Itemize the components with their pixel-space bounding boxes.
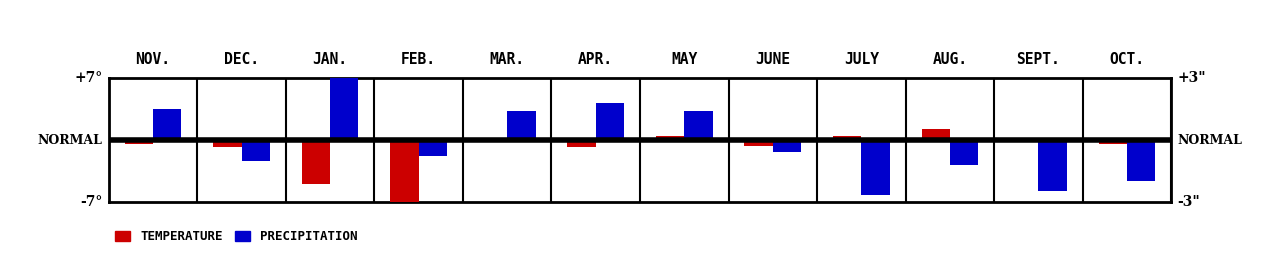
Bar: [595, 103, 625, 140]
Text: APR.: APR.: [579, 52, 613, 67]
Bar: [922, 129, 950, 140]
Text: OCT.: OCT.: [1110, 52, 1144, 67]
Text: JULY: JULY: [844, 52, 879, 67]
Bar: [124, 140, 154, 144]
Bar: [950, 140, 978, 165]
Bar: [507, 111, 535, 140]
Bar: [419, 140, 447, 157]
Text: NORMAL: NORMAL: [37, 134, 102, 146]
Text: -7°: -7°: [81, 195, 102, 209]
Bar: [1126, 140, 1156, 181]
Bar: [330, 78, 358, 140]
Text: JUNE: JUNE: [755, 52, 790, 67]
Text: +7°: +7°: [74, 71, 102, 85]
Text: NORMAL: NORMAL: [1178, 134, 1243, 146]
Text: AUG.: AUG.: [932, 52, 968, 67]
Text: -3": -3": [1178, 195, 1201, 209]
Text: FEB.: FEB.: [401, 52, 436, 67]
Text: +3": +3": [1178, 71, 1206, 85]
Text: MAR.: MAR.: [490, 52, 525, 67]
Text: DEC.: DEC.: [224, 52, 259, 67]
Bar: [567, 140, 595, 147]
Bar: [833, 136, 861, 140]
Bar: [1038, 140, 1066, 191]
Bar: [242, 140, 270, 160]
Text: MAY: MAY: [671, 52, 698, 67]
Bar: [861, 140, 890, 195]
Bar: [154, 109, 182, 140]
Legend: TEMPERATURE, PRECIPITATION: TEMPERATURE, PRECIPITATION: [115, 230, 357, 243]
Text: SEPT.: SEPT.: [1016, 52, 1060, 67]
Bar: [685, 111, 713, 140]
Text: JAN.: JAN.: [312, 52, 348, 67]
Bar: [655, 136, 685, 140]
Bar: [302, 140, 330, 184]
Bar: [1098, 140, 1126, 144]
Bar: [745, 140, 773, 146]
Bar: [214, 140, 242, 147]
Text: NOV.: NOV.: [136, 52, 170, 67]
Bar: [773, 140, 801, 152]
Bar: [390, 140, 419, 202]
